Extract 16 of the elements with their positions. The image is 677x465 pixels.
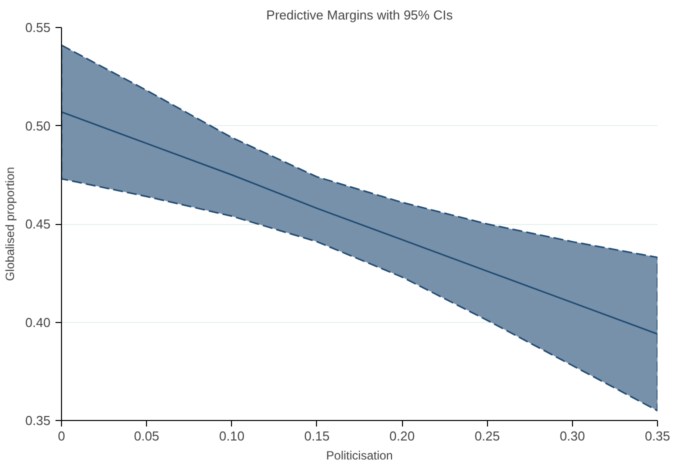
x-tick-label: 0 [58, 428, 66, 444]
x-tick-label: 0.15 [304, 428, 330, 444]
y-tick-label: 0.50 [25, 118, 51, 134]
x-tick-label: 0.35 [644, 428, 670, 444]
x-axis-title: Politicisation [326, 448, 393, 462]
y-tick-label: 0.45 [25, 216, 51, 232]
x-tick-label: 0.30 [560, 428, 586, 444]
x-tick-label: 0.05 [134, 428, 160, 444]
y-tick-label: 0.35 [25, 413, 51, 428]
y-tick-label: 0.40 [25, 314, 51, 330]
x-tick-label: 0.25 [474, 428, 500, 444]
x-tick-label: 0.10 [219, 428, 244, 444]
chart-title: Predictive Margins with 95% CIs [266, 8, 454, 22]
y-axis-title: Globalised proportion [3, 166, 18, 282]
x-tick-label: 0.20 [389, 428, 415, 444]
y-tick-label: 0.55 [25, 20, 51, 35]
